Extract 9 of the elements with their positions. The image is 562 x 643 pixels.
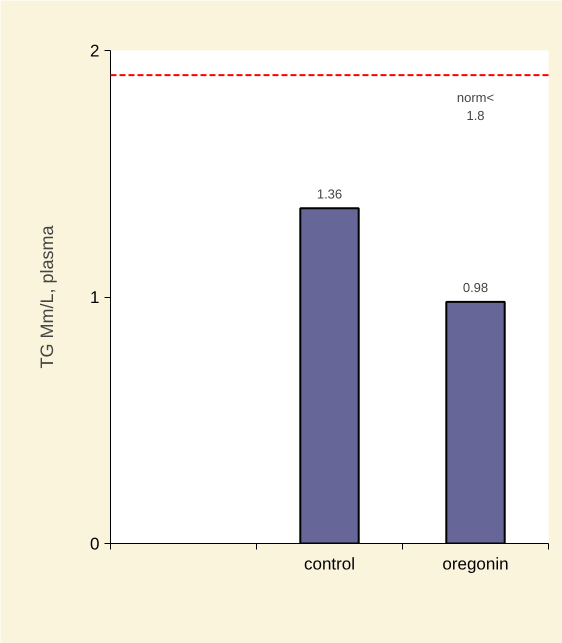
y-tick-label: 0 (90, 534, 100, 554)
y-axis-title: TG Mm/L, plasma (37, 224, 58, 369)
y-tick-label: 1 (90, 288, 100, 307)
data-label: 1.36 (316, 186, 342, 202)
data-label: 0.98 (462, 280, 488, 295)
ref-line-label: norm< 1.8 (456, 90, 494, 124)
x-tick-label: control (304, 554, 356, 574)
y-tick-label: 2 (90, 42, 100, 60)
x-tick-label: oregonin (442, 554, 509, 574)
